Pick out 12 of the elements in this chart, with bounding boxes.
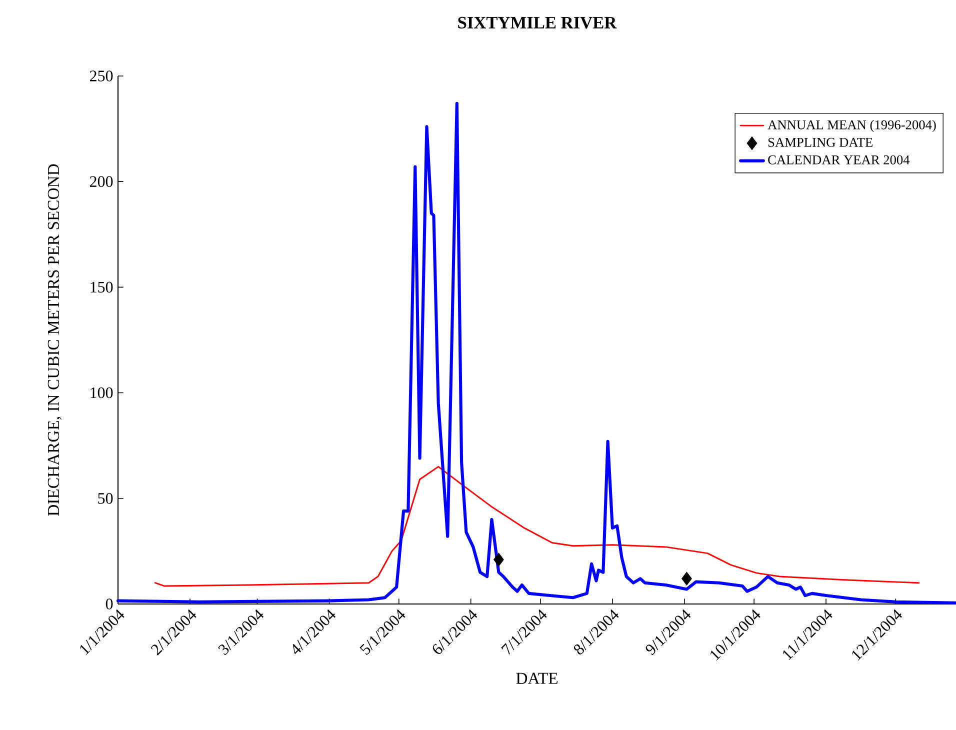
y-tick-label: 100 bbox=[90, 387, 113, 398]
legend-label: SAMPLING DATE bbox=[768, 138, 872, 147]
y-tick-label: 0 bbox=[106, 598, 113, 610]
y-tick-label: 150 bbox=[90, 282, 113, 293]
chart-title: SIXTYMILE RIVER bbox=[458, 16, 617, 29]
y-tick-label: 50 bbox=[98, 492, 113, 504]
x-axis-title: DATE bbox=[516, 672, 558, 684]
y-axis-title: DIECHARGE, IN CUBIC METERS PER SECOND bbox=[48, 164, 62, 516]
y-tick-label: 250 bbox=[90, 70, 113, 82]
legend-label: CALENDAR YEAR 2004 bbox=[768, 155, 910, 164]
legend-label: ANNUAL MEAN (1996-2004) bbox=[768, 120, 936, 132]
y-tick-label: 200 bbox=[90, 176, 113, 187]
